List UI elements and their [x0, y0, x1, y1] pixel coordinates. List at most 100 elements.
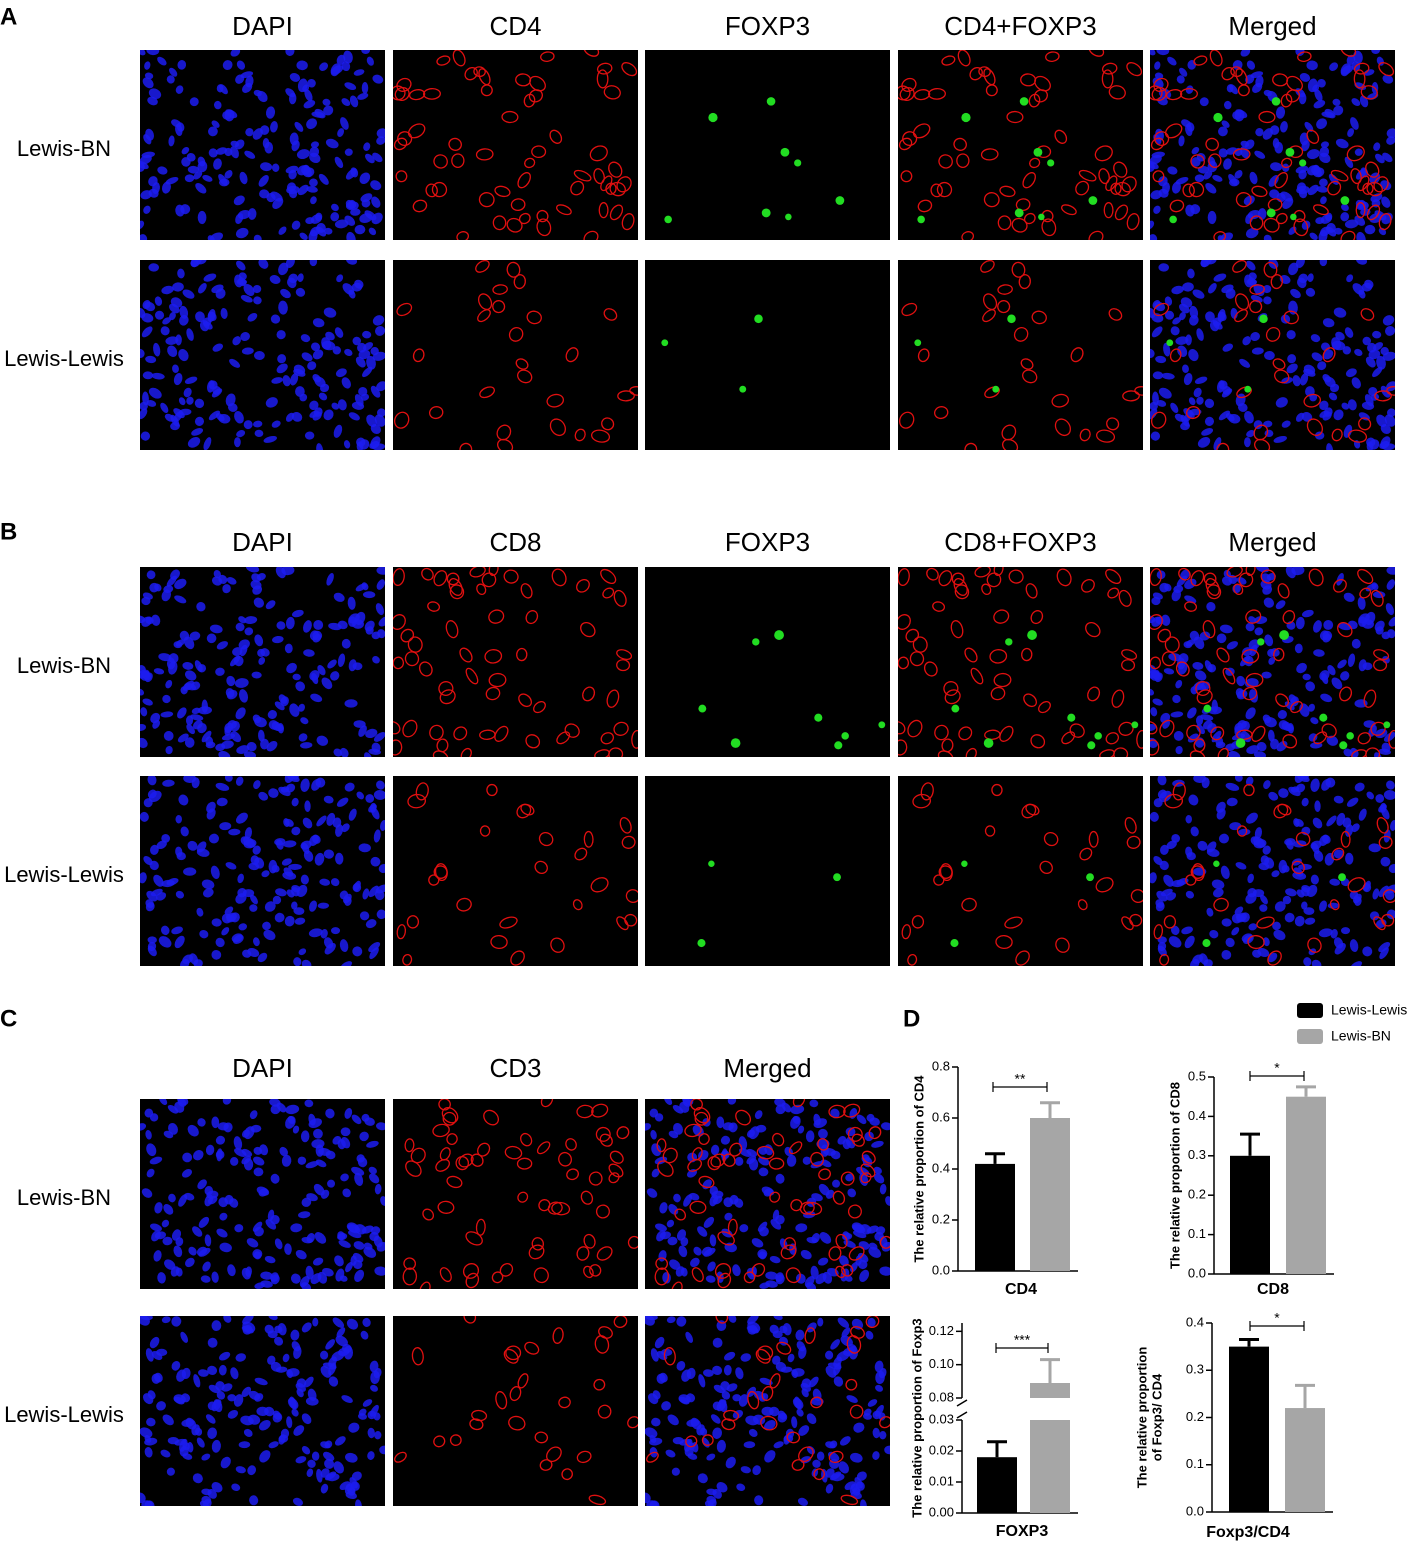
red-cell [478, 192, 495, 208]
red-cell [396, 302, 413, 317]
nucleus [1153, 205, 1161, 214]
nucleus [306, 1193, 318, 1202]
nucleus [288, 169, 297, 180]
green-cell [1259, 314, 1268, 324]
nucleus [277, 354, 287, 364]
red-cell [958, 726, 973, 741]
nucleus [290, 1273, 301, 1284]
nucleus [249, 1110, 258, 1120]
nucleus [1341, 402, 1350, 410]
micrograph [645, 1316, 890, 1506]
nucleus [161, 181, 171, 194]
nucleus [775, 1361, 787, 1372]
red-cell [1153, 924, 1164, 940]
nucleus [1205, 182, 1217, 194]
nucleus [1278, 720, 1289, 730]
red-cell [1151, 86, 1167, 102]
nucleus [1211, 879, 1225, 890]
nucleus [375, 325, 385, 336]
micrograph-bg [645, 776, 890, 966]
nucleus [152, 719, 161, 729]
nucleus [795, 1223, 808, 1233]
nucleus [218, 1364, 227, 1376]
nucleus [293, 364, 306, 375]
nucleus [1255, 128, 1264, 137]
nucleus [1298, 169, 1307, 180]
nucleus [285, 260, 295, 268]
nucleus [243, 420, 253, 430]
red-cell [1213, 897, 1229, 912]
red-cell [540, 1099, 554, 1108]
nucleus [732, 1264, 741, 1277]
nucleus [1340, 212, 1350, 222]
green-cell [1088, 196, 1098, 205]
red-cell [536, 1141, 551, 1155]
nucleus [260, 1271, 273, 1280]
red-cell [464, 66, 478, 81]
nucleus [1306, 60, 1318, 71]
nucleus [241, 1386, 252, 1398]
nucleus [366, 1140, 379, 1148]
nucleus [304, 1099, 314, 1108]
nucleus [713, 1384, 725, 1394]
red-cell [1272, 358, 1286, 370]
red-cell [526, 310, 542, 325]
green-cell [814, 713, 823, 722]
nucleus [1240, 50, 1251, 57]
red-cell [531, 1237, 544, 1251]
red-cell [619, 817, 632, 834]
red-cell [407, 793, 427, 809]
nucleus [140, 872, 147, 884]
red-cell [393, 85, 406, 101]
nucleus [867, 1399, 878, 1407]
nucleus [1155, 902, 1165, 912]
nucleus [362, 591, 376, 599]
nucleus [820, 1144, 829, 1157]
red-cell [1172, 782, 1186, 801]
nucleus [359, 172, 371, 185]
nucleus [227, 1264, 236, 1277]
red-cell [422, 1208, 435, 1221]
nucleus [770, 1219, 782, 1230]
nucleus [219, 1212, 228, 1221]
nucleus [645, 1427, 658, 1438]
red-cell [407, 123, 426, 139]
nucleus [1344, 219, 1359, 229]
panel-label: A [0, 3, 17, 30]
green-cell [1166, 339, 1174, 347]
nucleus [173, 408, 185, 419]
y-tick-label: 0.1 [1186, 1456, 1204, 1471]
nucleus [755, 1124, 767, 1133]
significance-label: ** [1015, 1071, 1026, 1087]
red-cell [616, 659, 631, 672]
nucleus [173, 1245, 183, 1258]
red-cell [993, 567, 1004, 577]
nucleus [1181, 926, 1193, 935]
nucleus [1207, 664, 1217, 673]
red-cell [1075, 180, 1090, 196]
nucleus [757, 1221, 768, 1232]
nucleus [220, 1456, 231, 1469]
red-cell [1340, 50, 1357, 57]
nucleus [380, 1196, 385, 1206]
nucleus [1270, 162, 1283, 172]
micrograph-bg [1150, 776, 1395, 966]
red-cell [574, 428, 586, 442]
nucleus [1228, 178, 1240, 187]
nucleus [328, 622, 342, 631]
nucleus [241, 1325, 254, 1334]
nucleus [1163, 874, 1174, 887]
red-cell [435, 1158, 450, 1172]
nucleus [170, 297, 183, 308]
red-cell [1103, 202, 1114, 219]
red-cell [471, 1409, 488, 1422]
nucleus [226, 675, 236, 687]
nucleus [154, 1372, 163, 1383]
nucleus [206, 808, 216, 820]
nucleus [1222, 343, 1234, 352]
red-cell [549, 129, 563, 144]
nucleus [700, 1427, 708, 1436]
nucleus [259, 1450, 271, 1463]
nucleus [204, 1234, 212, 1247]
nucleus [319, 383, 330, 393]
